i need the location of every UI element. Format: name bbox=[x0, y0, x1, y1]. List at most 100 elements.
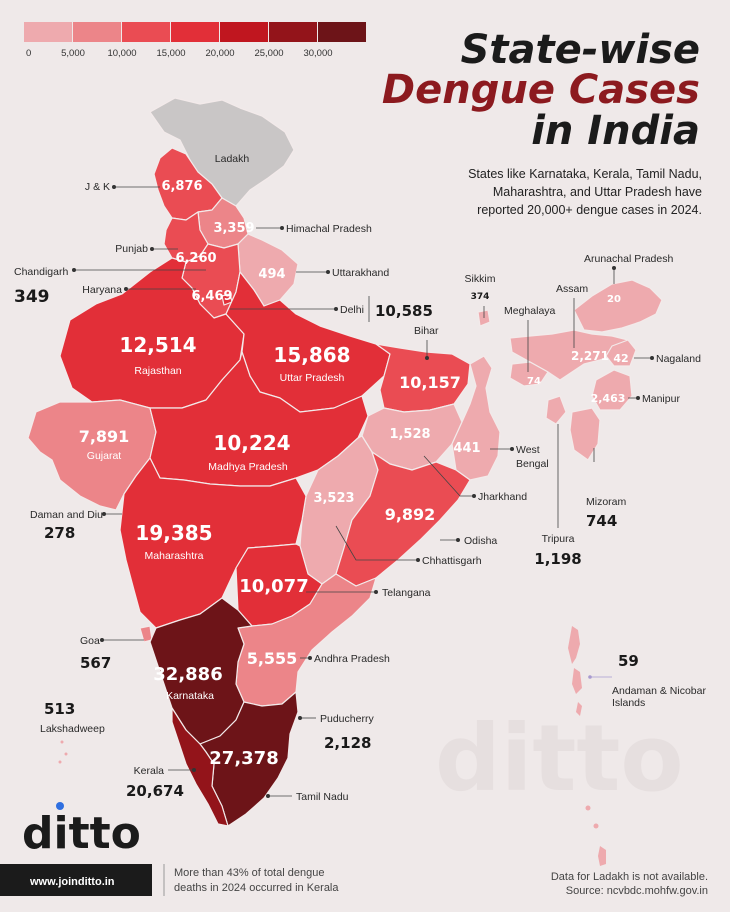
value-maharashtra: 19,385 bbox=[135, 521, 212, 545]
region-meghalaya bbox=[509, 361, 549, 387]
label-punjab: Punjab bbox=[115, 243, 148, 255]
leader-dot-telangana bbox=[374, 590, 378, 594]
label-madhya-pradesh: Madhya Pradesh bbox=[208, 461, 288, 473]
label-meghalaya: Meghalaya bbox=[504, 305, 556, 317]
nicobar-island-1 bbox=[585, 805, 591, 811]
leader-dot-goa bbox=[100, 638, 104, 642]
region-mizoram bbox=[569, 407, 601, 461]
legend-tick-5: 25,000 bbox=[254, 48, 283, 59]
subtitle: States like Karnataka, Kerala, Tamil Nad… bbox=[468, 167, 702, 217]
legend-swatch-5 bbox=[269, 22, 317, 42]
label-telangana: Telangana bbox=[382, 587, 431, 599]
label-tripura: Tripura bbox=[542, 533, 575, 545]
value-meghalaya: 74 bbox=[527, 376, 541, 387]
label-andaman-nicobar-2: Islands bbox=[612, 697, 645, 709]
andaman-island-3 bbox=[576, 702, 582, 716]
label-uttar-pradesh: Uttar Pradesh bbox=[280, 372, 345, 384]
label-chhattisgarh: Chhattisgarh bbox=[422, 555, 482, 567]
lakshadweep-island-2 bbox=[64, 752, 68, 756]
lakshadweep-island-3 bbox=[58, 760, 62, 764]
legend-swatch-4 bbox=[220, 22, 268, 42]
footer-url-pill bbox=[0, 864, 152, 896]
leader-dot-nagaland bbox=[650, 356, 654, 360]
value-andhra-pradesh: 5,555 bbox=[247, 649, 298, 668]
value-uttarakhand: 494 bbox=[258, 267, 285, 282]
subtitle-line-1: States like Karnataka, Kerala, Tamil Nad… bbox=[468, 167, 702, 181]
value-karnataka: 32,886 bbox=[153, 664, 222, 685]
label-tamil-nadu: Tamil Nadu bbox=[296, 791, 349, 803]
leader-dot-odisha bbox=[456, 538, 460, 542]
leader-dot-daman-diu bbox=[102, 512, 106, 516]
label-lakshadweep: Lakshadweep bbox=[40, 723, 105, 735]
value-uttar-pradesh: 15,868 bbox=[273, 343, 350, 367]
value-manipur: 2,463 bbox=[591, 392, 626, 405]
label-uttarakhand: Uttarakhand bbox=[332, 267, 389, 279]
leader-dot-puducherry bbox=[298, 716, 302, 720]
leader-dot-chandigarh bbox=[72, 268, 76, 272]
value-andaman-nicobar: 59 bbox=[618, 652, 639, 670]
value-arunachal-pradesh: 20 bbox=[607, 294, 621, 305]
leader-dot-bihar bbox=[425, 356, 429, 360]
label-delhi: Delhi bbox=[340, 304, 364, 316]
value-mizoram: 744 bbox=[586, 512, 617, 530]
value-jammu-kashmir: 6,876 bbox=[161, 179, 202, 194]
label-gujarat: Gujarat bbox=[87, 450, 122, 462]
value-sikkim: 374 bbox=[471, 292, 490, 302]
legend-tick-4: 20,000 bbox=[205, 48, 234, 59]
footer-note-line-1: More than 43% of total dengue bbox=[174, 867, 324, 879]
legend-tick-6: 30,000 bbox=[303, 48, 332, 59]
title-line-3: in India bbox=[531, 108, 700, 154]
value-assam: 2,271 bbox=[571, 349, 609, 363]
value-gujarat: 7,891 bbox=[79, 427, 130, 446]
region-lakshadweep bbox=[58, 740, 68, 764]
region-karnataka bbox=[149, 597, 253, 745]
label-west-bengal-1: West bbox=[516, 444, 540, 456]
legend-swatch-2 bbox=[122, 22, 170, 42]
leader-dot-delhi bbox=[334, 307, 338, 311]
legend-tick-2: 10,000 bbox=[107, 48, 136, 59]
value-madhya-pradesh: 10,224 bbox=[213, 431, 290, 455]
label-maharashtra: Maharashtra bbox=[145, 550, 204, 562]
subtitle-line-3: reported 20,000+ dengue cases in 2024. bbox=[477, 203, 702, 217]
value-west-bengal: 441 bbox=[453, 441, 480, 456]
value-telangana: 10,077 bbox=[239, 576, 308, 597]
value-daman-diu: 278 bbox=[44, 524, 75, 542]
label-puducherry: Puducherry bbox=[320, 713, 374, 725]
legend-tick-0: 0 bbox=[26, 48, 31, 59]
region-nagaland bbox=[605, 339, 637, 367]
map-labels: Ladakh 6,876 J & K 3,359 Himachal Prades… bbox=[14, 153, 706, 803]
andaman-island-1 bbox=[568, 626, 580, 664]
label-kerala: Kerala bbox=[134, 765, 165, 777]
legend: 0 5,000 10,000 15,000 20,000 25,000 30,000 bbox=[24, 22, 366, 59]
value-chandigarh: 349 bbox=[14, 287, 50, 307]
label-haryana: Haryana bbox=[82, 284, 122, 296]
leader-jharkhand bbox=[423, 455, 474, 497]
leader-chhattisgarh bbox=[335, 525, 418, 561]
leader-dot-arunachal-pradesh bbox=[612, 266, 616, 270]
legend-swatches bbox=[24, 22, 366, 42]
footer-url[interactable]: www.joinditto.in bbox=[29, 876, 115, 888]
leader-dot-jharkhand bbox=[472, 494, 476, 498]
nicobar-island-3 bbox=[598, 846, 606, 866]
lakshadweep-island-1 bbox=[60, 740, 64, 744]
legend-swatch-1 bbox=[73, 22, 121, 42]
value-puducherry: 2,128 bbox=[324, 734, 371, 752]
andaman-island-2 bbox=[572, 668, 582, 694]
region-tripura bbox=[545, 395, 567, 425]
region-kerala bbox=[171, 707, 229, 827]
value-lakshadweep: 513 bbox=[44, 700, 75, 718]
legend-tick-3: 15,000 bbox=[156, 48, 185, 59]
leader-dot-andhra-pradesh bbox=[308, 656, 312, 660]
label-ladakh: Ladakh bbox=[215, 153, 250, 165]
value-bihar: 10,157 bbox=[399, 373, 461, 392]
watermark-logo: ditto bbox=[435, 705, 684, 812]
label-andaman-nicobar-1: Andaman & Nicobar bbox=[612, 685, 706, 697]
value-delhi: 10,585 bbox=[375, 302, 433, 320]
india-map bbox=[27, 97, 663, 866]
label-rajasthan: Rajasthan bbox=[134, 365, 181, 377]
region-arunachal-pradesh bbox=[573, 279, 663, 333]
brand-logo-accent-dot bbox=[56, 802, 64, 810]
footer-note-line-2: deaths in 2024 occurred in Kerala bbox=[174, 882, 339, 894]
value-odisha: 9,892 bbox=[385, 505, 436, 524]
label-bihar: Bihar bbox=[414, 325, 439, 337]
